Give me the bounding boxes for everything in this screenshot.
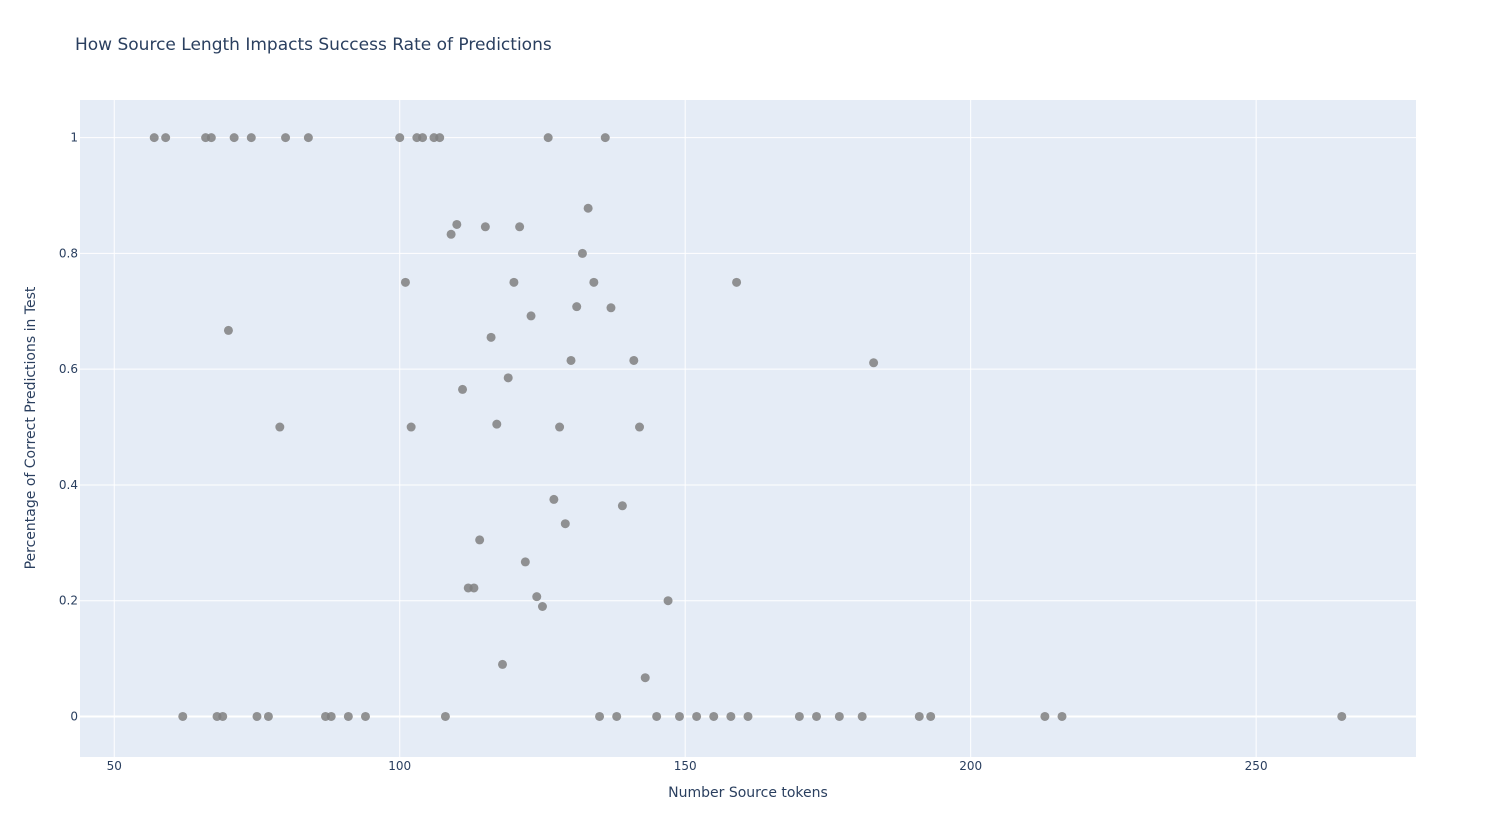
y-axis-title: Percentage of Correct Predictions in Tes…	[23, 286, 39, 569]
data-point	[452, 219, 462, 229]
data-point	[303, 133, 313, 143]
data-point	[674, 711, 684, 721]
data-point	[583, 203, 593, 213]
data-point	[1040, 711, 1050, 721]
y-axis-ticks: 0 0.2 0.4 0.6 0.8 1	[59, 131, 78, 724]
x-tick-label-250: 250	[1245, 759, 1268, 773]
data-point	[537, 601, 547, 611]
chart-title: How Source Length Impacts Success Rate o…	[75, 35, 552, 55]
data-point	[446, 229, 456, 239]
data-point	[543, 133, 553, 143]
data-point	[178, 711, 188, 721]
data-point	[629, 355, 639, 365]
y-tick-label-1: 0.2	[59, 594, 78, 608]
data-point	[458, 384, 468, 394]
y-tick-label-0: 0	[70, 709, 78, 723]
x-tick-label-100: 100	[388, 759, 411, 773]
x-axis-ticks: 50 100 150 200 250	[107, 759, 1268, 773]
data-point	[577, 248, 587, 258]
data-point	[275, 422, 285, 432]
data-point	[555, 422, 565, 432]
data-point	[812, 711, 822, 721]
data-point	[435, 133, 445, 143]
y-tick-label-2: 0.4	[59, 478, 78, 492]
data-point	[526, 311, 536, 321]
data-point	[1337, 711, 1347, 721]
data-point	[743, 711, 753, 721]
data-point	[709, 711, 719, 721]
data-point	[418, 133, 428, 143]
data-point	[246, 133, 256, 143]
data-point	[926, 711, 936, 721]
y-tick-label-5: 1	[70, 131, 78, 145]
data-point	[606, 303, 616, 313]
data-point	[469, 583, 479, 593]
data-point	[360, 711, 370, 721]
data-point	[1057, 711, 1067, 721]
x-tick-label-200: 200	[959, 759, 982, 773]
y-tick-label-4: 0.8	[59, 246, 78, 260]
x-tick-label-150: 150	[674, 759, 697, 773]
data-point	[640, 673, 650, 683]
data-point	[726, 711, 736, 721]
data-point	[560, 519, 570, 529]
data-point	[263, 711, 273, 721]
x-axis-title: Number Source tokens	[668, 785, 828, 801]
data-point	[206, 133, 216, 143]
data-point	[492, 419, 502, 429]
data-point	[252, 711, 262, 721]
data-point	[549, 494, 559, 504]
data-point	[520, 557, 530, 567]
data-point	[161, 133, 171, 143]
data-point	[635, 422, 645, 432]
data-point	[652, 711, 662, 721]
data-point	[480, 222, 490, 232]
data-point	[869, 358, 879, 368]
data-point	[503, 373, 513, 383]
y-tick-label-3: 0.6	[59, 362, 78, 376]
data-point	[218, 711, 228, 721]
data-point	[732, 277, 742, 287]
data-point	[595, 711, 605, 721]
data-point	[600, 133, 610, 143]
data-point	[440, 711, 450, 721]
data-point	[834, 711, 844, 721]
data-point	[663, 596, 673, 606]
data-points	[149, 133, 1347, 721]
data-point	[281, 133, 291, 143]
data-point	[475, 535, 485, 545]
data-point	[400, 277, 410, 287]
data-point	[223, 325, 233, 335]
data-point	[612, 711, 622, 721]
data-point	[343, 711, 353, 721]
data-point	[326, 711, 336, 721]
data-point	[229, 133, 239, 143]
data-point	[486, 332, 496, 342]
data-point	[497, 659, 507, 669]
x-tick-label-50: 50	[107, 759, 122, 773]
data-point	[532, 592, 542, 602]
data-point	[406, 422, 416, 432]
data-point	[914, 711, 924, 721]
data-point	[692, 711, 702, 721]
data-point	[794, 711, 804, 721]
data-point	[617, 501, 627, 511]
data-point	[515, 222, 525, 232]
data-point	[149, 133, 159, 143]
data-point	[395, 133, 405, 143]
data-point	[566, 355, 576, 365]
plot-area	[80, 100, 1416, 757]
data-point	[572, 302, 582, 312]
data-point	[509, 277, 519, 287]
data-point	[857, 711, 867, 721]
data-point	[589, 277, 599, 287]
